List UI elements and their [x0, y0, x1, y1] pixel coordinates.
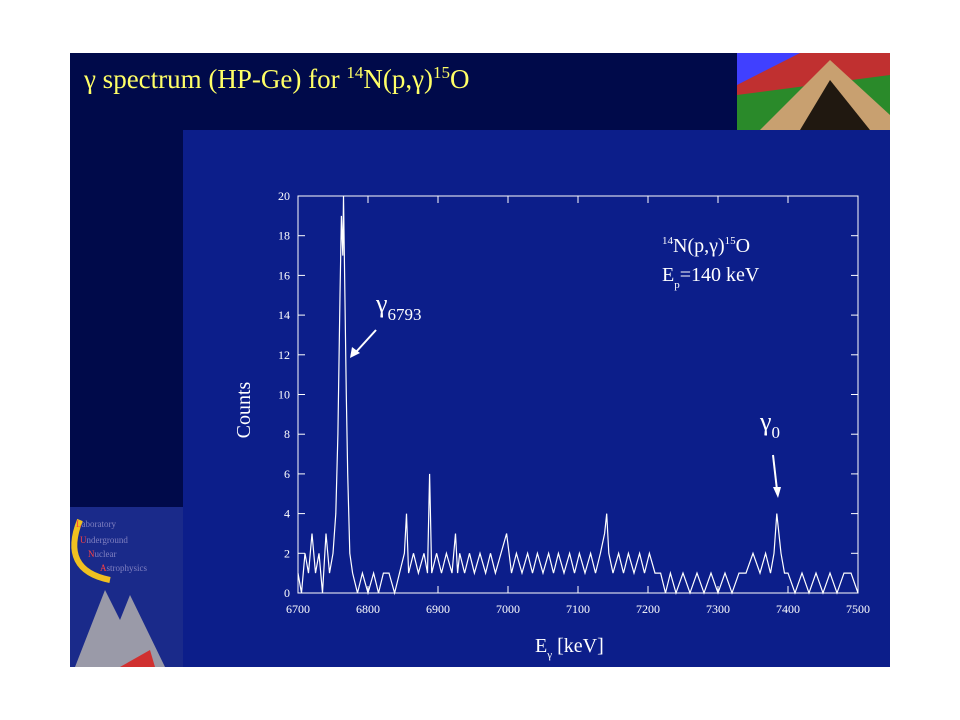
sup: 14	[662, 235, 674, 247]
logo-initial: A	[100, 563, 107, 573]
text: E	[662, 264, 674, 286]
x-tick-label: 7500	[846, 602, 870, 616]
svg-text:Astrophysics: Astrophysics	[100, 563, 147, 573]
title-text: N(p,γ)	[363, 64, 433, 94]
peak-label: γ6793	[375, 289, 422, 324]
svg-text:Underground: Underground	[80, 535, 128, 545]
y-tick-label: 10	[278, 388, 290, 402]
x-label-text: [keV]	[552, 635, 604, 657]
y-tick-label: 6	[284, 467, 290, 481]
arrows	[350, 329, 781, 498]
text: γ	[375, 289, 388, 318]
logo-word: strophysics	[107, 563, 148, 573]
logo-text: Laboratory Underground Nuclear Astrophys…	[76, 519, 147, 573]
text: =140 keV	[680, 264, 760, 286]
logo-initial: U	[80, 535, 87, 545]
x-tick-label: 7200	[636, 602, 660, 616]
sub: 0	[772, 423, 781, 442]
x-label-text: E	[535, 635, 547, 657]
y-tick-label: 20	[278, 189, 290, 203]
y-tick-label: 14	[278, 308, 290, 322]
y-tick-label: 0	[284, 586, 290, 600]
y-tick-label: 16	[278, 268, 290, 282]
logo-word: nderground	[87, 535, 129, 545]
y-axis-label: Counts	[233, 381, 255, 438]
x-tick-label: 7100	[566, 602, 590, 616]
sup: 15	[725, 235, 737, 247]
y-tick-label: 18	[278, 229, 290, 243]
text: γ	[759, 407, 772, 436]
x-tick-label: 6900	[426, 602, 450, 616]
x-axis-label: Eγ [keV]	[535, 635, 604, 661]
text: O	[736, 235, 750, 257]
svg-text:Laboratory: Laboratory	[76, 519, 116, 529]
x-label-sub: γ	[546, 649, 552, 661]
x-tick-label: 7300	[706, 602, 730, 616]
logo-word: aboratory	[82, 519, 117, 529]
x-tick-label: 7400	[776, 602, 800, 616]
energy-label: Ep=140 keV	[662, 264, 760, 291]
logo-art	[70, 507, 183, 667]
x-tick-label: 6700	[286, 602, 310, 616]
title-sup: 14	[346, 63, 364, 82]
peak-label: γ0	[759, 407, 780, 442]
sub: 6793	[388, 305, 422, 324]
slide-title: γ spectrum (HP-Ge) for 14N(p,γ)15O	[83, 63, 470, 94]
x-tick-label: 7000	[496, 602, 520, 616]
title-text: γ spectrum (HP-Ge) for	[83, 64, 346, 94]
logo-initial: L	[76, 519, 82, 529]
plot-panel	[183, 130, 890, 667]
sub: p	[674, 279, 680, 291]
title-sup: 15	[433, 63, 450, 82]
text: N(p,γ)	[673, 235, 725, 257]
title-text: O	[450, 64, 470, 94]
logo-initial: N	[88, 549, 95, 559]
y-tick-label: 12	[278, 348, 290, 362]
y-tick-label: 8	[284, 427, 290, 441]
reaction-label: 14N(p,γ)15O	[662, 235, 750, 257]
y-tick-label: 4	[284, 507, 290, 521]
corner-image	[737, 53, 890, 130]
y-tick-label: 2	[284, 546, 290, 560]
spectrum	[297, 195, 859, 596]
logo-word: uclear	[95, 549, 117, 559]
x-tick-label: 6800	[356, 602, 380, 616]
svg-text:Nuclear: Nuclear	[88, 549, 116, 559]
